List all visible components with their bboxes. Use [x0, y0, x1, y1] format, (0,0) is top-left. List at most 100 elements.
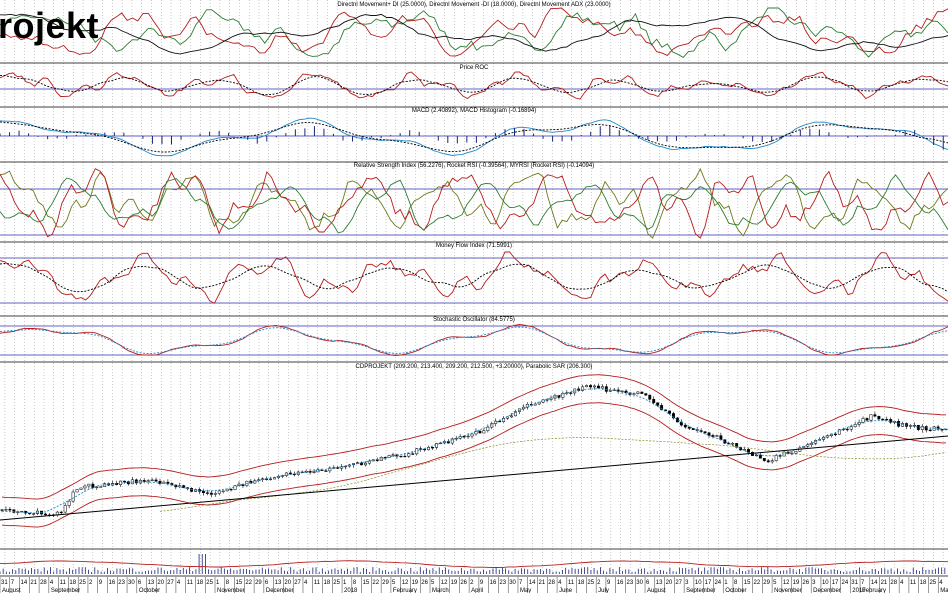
candle-body: [640, 391, 644, 394]
candle-body: [794, 451, 798, 454]
month-label: February: [862, 588, 886, 593]
month-label: November: [774, 588, 802, 593]
trend-line: [0, 435, 948, 521]
day-tick-label: 29: [255, 580, 262, 586]
day-tick-label: 20: [157, 580, 164, 586]
macd-panel: MACD (2.40892), MACD Histogram (-0.16894…: [0, 108, 948, 157]
candle-body: [596, 385, 600, 389]
month-label: July: [598, 588, 609, 593]
candle-body: [146, 480, 150, 482]
day-tick-label: 8: [734, 580, 738, 586]
roc-line: [0, 71, 948, 100]
candle-body: [687, 426, 691, 429]
day-tick-label: 2: [89, 580, 93, 586]
stochastic-d-line: [0, 326, 948, 354]
macd-signal-line: [0, 121, 948, 153]
candle-body: [810, 443, 814, 445]
candle-body: [95, 486, 99, 489]
day-tick-label: 6: [138, 580, 142, 586]
day-tick-label: 1: [724, 580, 728, 586]
candle-body: [652, 399, 656, 404]
mfi-panel-title: Money Flow Index (71.5991): [436, 243, 512, 249]
candle-body: [703, 431, 707, 434]
day-tick-label: 26: [802, 580, 809, 586]
candle-body: [63, 505, 67, 513]
candle-body: [12, 509, 16, 513]
mfi-line: [0, 251, 948, 304]
month-label: June: [559, 588, 573, 593]
candle-body: [569, 392, 573, 394]
day-tick-label: 18: [578, 580, 585, 586]
day-tick-label: 28: [548, 580, 555, 586]
candle-body: [747, 449, 750, 453]
day-tick-label: 25: [333, 580, 340, 586]
candle-body: [391, 454, 395, 456]
price-panel: CDPROJEKT (209.200, 213.400, 209.200, 21…: [0, 364, 948, 528]
day-tick-label: 11: [60, 580, 67, 586]
candle-body: [861, 418, 865, 423]
candle-body: [486, 426, 490, 431]
day-tick-label: 4: [50, 580, 54, 586]
candle-body: [91, 483, 95, 488]
candle-body: [8, 509, 12, 511]
macd-line: [0, 117, 948, 157]
candle-body: [387, 455, 391, 458]
day-tick-label: 16: [109, 580, 116, 586]
candle-body: [470, 433, 474, 437]
month-label: September: [51, 588, 80, 593]
day-tick-label: 25: [929, 580, 936, 586]
day-tick-label: 21: [881, 580, 888, 586]
day-tick-label: 15: [236, 580, 243, 586]
day-tick-label: 19: [451, 580, 458, 586]
candle-body: [75, 489, 79, 493]
rocket-rsi-line: [0, 168, 948, 239]
candle-body: [869, 414, 873, 421]
day-tick-label: 27: [167, 580, 174, 586]
candle-body: [407, 453, 411, 457]
candle-body: [589, 385, 592, 388]
stochastic-panel-title: Stochastic Oscillator (84.5775): [433, 317, 515, 323]
candle-body: [581, 386, 585, 391]
candle-body: [845, 428, 849, 431]
month-label: October: [139, 588, 160, 593]
day-tick-label: 23: [118, 580, 125, 586]
day-tick-label: 30: [636, 580, 643, 586]
day-tick-label: 24: [841, 580, 848, 586]
month-label: August: [2, 588, 21, 593]
day-tick-label: 5: [773, 580, 777, 586]
dmi-panel: Directnl Movement+ DI (25.0000), Directn…: [0, 2, 948, 58]
candle-body: [411, 453, 415, 455]
dmi-panel-title: Directnl Movement+ DI (25.0000), Directn…: [337, 2, 610, 8]
candle-body: [399, 455, 403, 458]
volume-average-line: [0, 560, 948, 568]
candle-body: [363, 462, 367, 466]
candle-body: [435, 443, 438, 448]
x-axis: 31 7 14 21 28 4 11 18 25 2 9 16 23 30 6 13 20 27 4 11 18 25 1 8…: [0, 577, 948, 593]
vertical-gridlines: [4, 0, 944, 576]
day-tick-label: 27: [675, 580, 682, 586]
candle-body: [269, 478, 273, 481]
macd-panel-title: MACD (2.40892), MACD Histogram (-0.16894…: [412, 108, 536, 114]
day-tick-label: 11: [187, 580, 194, 586]
candle-body: [608, 390, 612, 392]
candle-body: [403, 455, 407, 458]
candle-body: [814, 439, 818, 444]
candle-body: [450, 438, 454, 444]
candle-body: [328, 467, 332, 472]
candle-body: [166, 481, 170, 484]
candle-body: [711, 435, 715, 437]
day-tick-label: 3: [812, 580, 816, 586]
candle-body: [837, 429, 841, 435]
brand-watermark: rojekt: [0, 5, 100, 46]
candle-body: [233, 485, 237, 490]
candle-body: [707, 432, 711, 436]
candle-body: [126, 481, 130, 485]
day-tick-label: 12: [441, 580, 448, 586]
month-label: December: [813, 588, 841, 593]
candle-body: [284, 472, 288, 476]
candle-body: [32, 513, 36, 515]
month-label: February: [393, 588, 417, 593]
day-tick-label: 31: [851, 580, 858, 586]
day-tick-label: 1: [216, 580, 220, 586]
day-tick-label: 28: [890, 580, 897, 586]
